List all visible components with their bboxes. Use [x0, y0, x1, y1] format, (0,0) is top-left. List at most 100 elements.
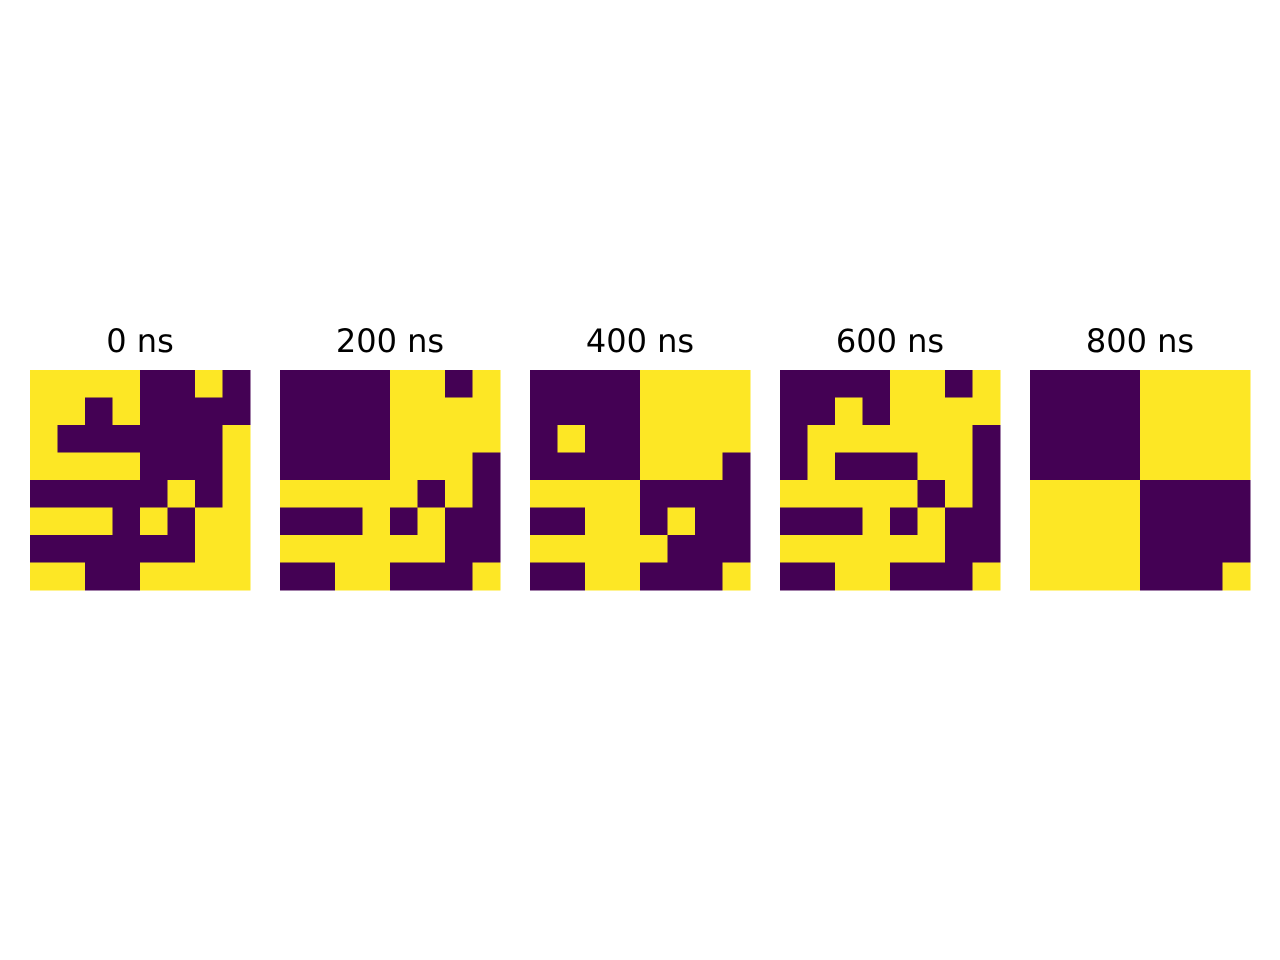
heatmap-cell [140, 425, 169, 454]
heatmap-cell [780, 397, 809, 426]
heatmap-cell [30, 425, 59, 454]
heatmap-cell [362, 507, 391, 536]
heatmap-cell [307, 397, 336, 426]
heatmap-cell [862, 507, 891, 536]
heatmap-cell [1030, 370, 1059, 399]
heatmap-cell [280, 452, 309, 481]
heatmap-cell [1167, 370, 1196, 399]
heatmap-cell [222, 370, 251, 399]
heatmap-cell [30, 535, 59, 564]
heatmap-cell [390, 425, 419, 454]
heatmap-cell [862, 452, 891, 481]
heatmap-cell [390, 535, 419, 564]
heatmap-cell [280, 562, 309, 591]
heatmap-cell [307, 425, 336, 454]
heatmap-cell [1195, 397, 1224, 426]
heatmap-cell [362, 562, 391, 591]
heatmap-cell [112, 480, 141, 509]
heatmap-cell [57, 480, 86, 509]
heatmap-cell [862, 562, 891, 591]
heatmap-cell [585, 480, 614, 509]
heatmap-cell [862, 535, 891, 564]
heatmap-cell [335, 480, 364, 509]
heatmap-cell [1222, 535, 1251, 564]
heatmap-cell [445, 397, 474, 426]
heatmap-cell [945, 425, 974, 454]
heatmap-cell [667, 370, 696, 399]
heatmap-cell [1085, 507, 1114, 536]
heatmap-cell [195, 480, 224, 509]
heatmap-cell [57, 507, 86, 536]
heatmap-cell [972, 562, 1001, 591]
heatmap-cell [917, 370, 946, 399]
heatmap-cell [612, 397, 641, 426]
heatmap-cell [640, 452, 669, 481]
heatmap-cell [195, 452, 224, 481]
panel-title-0: 0 ns [106, 322, 173, 360]
heatmap-cell [585, 562, 614, 591]
heatmap-cell [140, 535, 169, 564]
heatmap-cell [530, 535, 559, 564]
heatmap-cell [722, 370, 751, 399]
panel-title-1: 200 ns [336, 322, 444, 360]
heatmap-cell [1167, 480, 1196, 509]
heatmap-cell [835, 535, 864, 564]
heatmap-cell [890, 397, 919, 426]
heatmap-cell [780, 507, 809, 536]
heatmap-cell [835, 370, 864, 399]
heatmap-cell [112, 397, 141, 426]
heatmap-cell [945, 452, 974, 481]
heatmap-cell [445, 425, 474, 454]
heatmap-cell [1222, 507, 1251, 536]
heatmap-cell [1057, 480, 1086, 509]
heatmap-cell [1085, 535, 1114, 564]
heatmap-cell [640, 562, 669, 591]
heatmap-cell [1140, 370, 1169, 399]
heatmap-cell [167, 370, 196, 399]
heatmap-cell [30, 507, 59, 536]
heatmap-cell [557, 480, 586, 509]
heatmap-cell [335, 507, 364, 536]
heatmap-cell [167, 507, 196, 536]
heatmap-cell [835, 562, 864, 591]
heatmap-cell [807, 507, 836, 536]
heatmap-cell [1195, 425, 1224, 454]
heatmap-cell [667, 425, 696, 454]
heatmap-cell [780, 370, 809, 399]
heatmap-cell [335, 452, 364, 481]
heatmap-cell [57, 562, 86, 591]
heatmap-cell [445, 452, 474, 481]
heatmap-cell [1112, 452, 1141, 481]
heatmap-cell [1195, 535, 1224, 564]
heatmap-cell [335, 397, 364, 426]
heatmap-cell [1167, 452, 1196, 481]
heatmap-cell [57, 370, 86, 399]
heatmap-cell [140, 480, 169, 509]
heatmap-cell [335, 425, 364, 454]
heatmap-cell [972, 397, 1001, 426]
heatmap-cell [722, 480, 751, 509]
heatmap-cell [85, 507, 114, 536]
heatmap-cell [780, 562, 809, 591]
heatmap-cell [222, 480, 251, 509]
heatmap-cell [167, 480, 196, 509]
heatmap-cell [1030, 452, 1059, 481]
heatmap-cell [30, 562, 59, 591]
heatmap-cell [1030, 425, 1059, 454]
heatmap-cell [1030, 562, 1059, 591]
heatmap-cell [362, 480, 391, 509]
heatmap-cell [280, 535, 309, 564]
heatmap-cell [1085, 425, 1114, 454]
heatmap-cell [85, 480, 114, 509]
heatmap-cell [167, 452, 196, 481]
heatmap-cell [640, 370, 669, 399]
heatmap-cell [807, 370, 836, 399]
heatmap-cell [417, 452, 446, 481]
heatmap-cell [585, 507, 614, 536]
heatmap-cell [417, 397, 446, 426]
heatmap-cell [307, 452, 336, 481]
heatmap-cell [362, 535, 391, 564]
heatmap-cell [417, 562, 446, 591]
heatmap-cell [1085, 452, 1114, 481]
heatmap-cell [30, 452, 59, 481]
